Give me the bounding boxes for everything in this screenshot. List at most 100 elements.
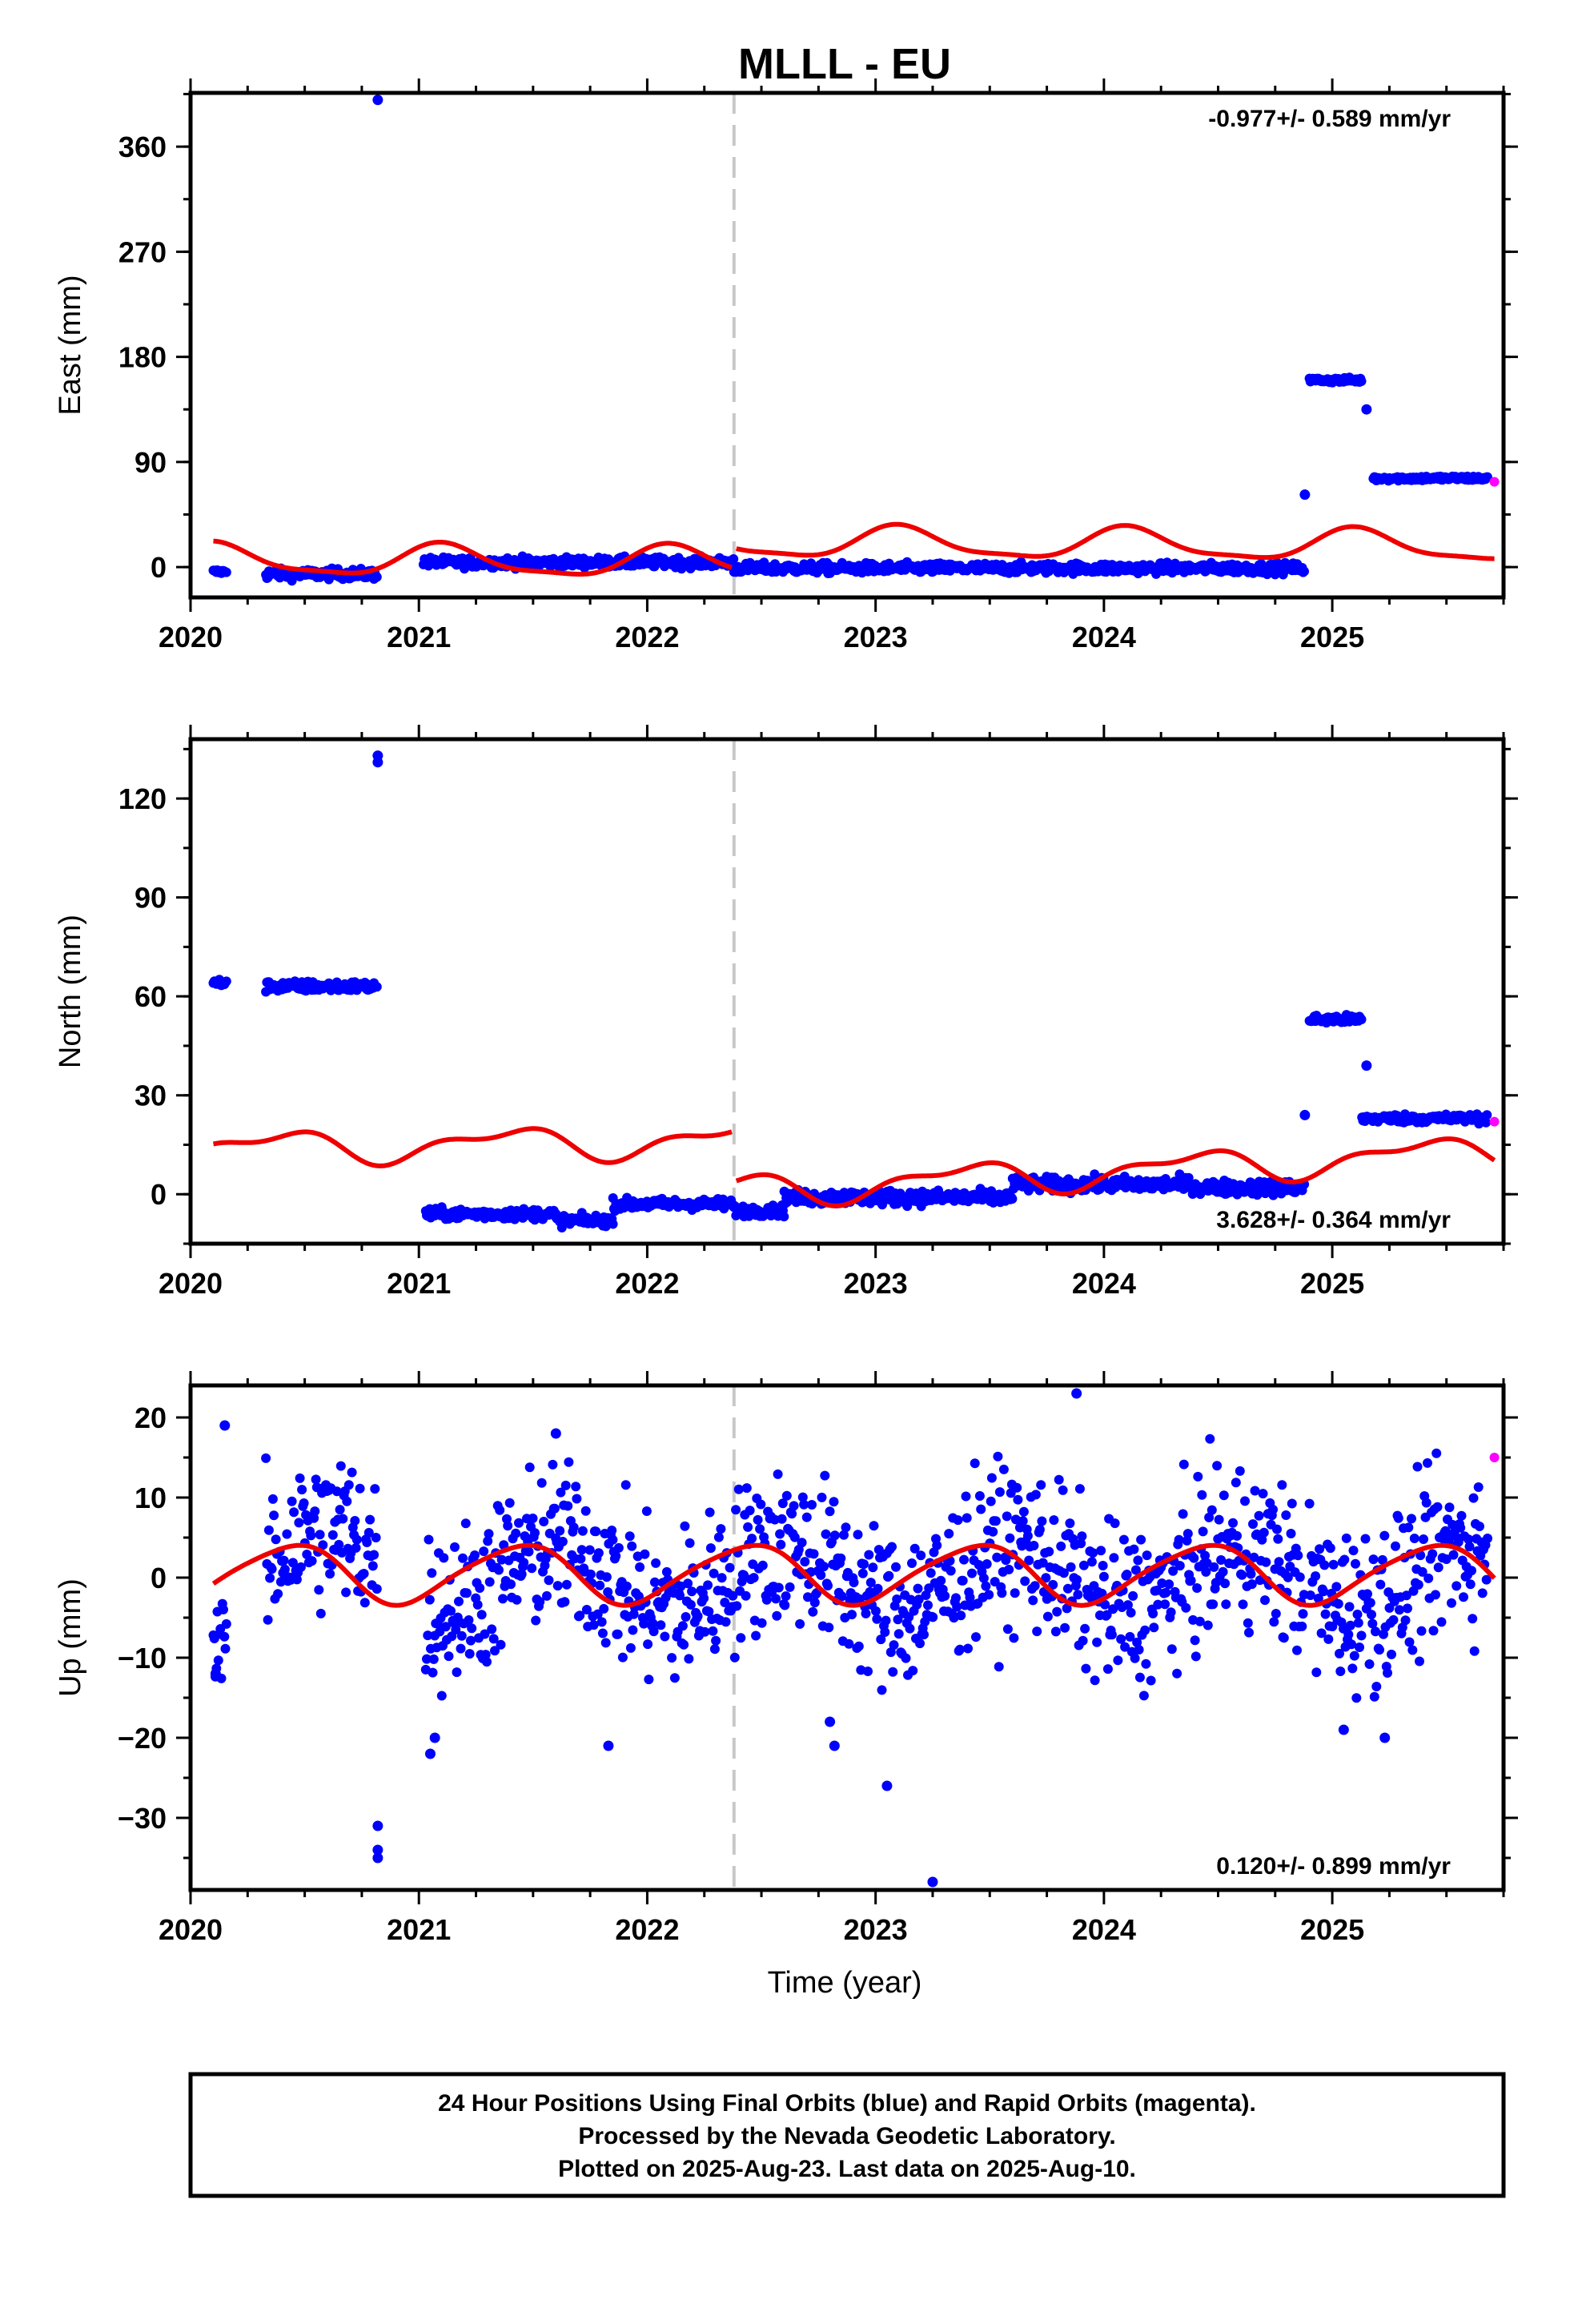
final-point [771, 1594, 781, 1604]
final-point [656, 1620, 666, 1630]
final-point [311, 1474, 321, 1485]
final-point [1126, 1607, 1136, 1618]
final-point [1401, 1590, 1411, 1601]
final-point [1464, 1542, 1475, 1552]
x-tick-label: 2023 [844, 621, 908, 653]
final-point [359, 1569, 369, 1578]
final-point [648, 1626, 659, 1637]
final-point [1080, 1623, 1090, 1634]
final-point [279, 1555, 289, 1566]
final-point [847, 1610, 857, 1620]
final-point [514, 1518, 524, 1528]
final-point [221, 976, 231, 987]
final-outlier-point [429, 1732, 440, 1743]
final-point [841, 1522, 851, 1533]
final-outlier-point [372, 1844, 383, 1856]
final-point [1436, 1617, 1447, 1627]
final-point [732, 1601, 742, 1611]
final-point [480, 1629, 490, 1639]
final-point [967, 1568, 977, 1578]
final-point [1195, 1616, 1205, 1626]
final-point [530, 1528, 540, 1538]
final-point [1345, 1620, 1355, 1630]
final-point [775, 1529, 785, 1539]
final-point [797, 1492, 808, 1502]
final-point [716, 1524, 726, 1534]
final-point [350, 1516, 360, 1526]
final-point [539, 1517, 549, 1526]
final-point [273, 1589, 283, 1599]
y-tick-label: −20 [118, 1722, 167, 1755]
final-point [1473, 1482, 1484, 1492]
final-point [824, 1622, 834, 1633]
final-point [617, 1652, 628, 1663]
final-point [1004, 1564, 1014, 1574]
final-point [1335, 1648, 1344, 1659]
final-point [1164, 1579, 1174, 1590]
final-point [462, 1588, 472, 1598]
final-point [1356, 1015, 1367, 1024]
final-point [1110, 1518, 1120, 1529]
final-point [1347, 1663, 1358, 1674]
final-point [575, 1610, 585, 1621]
final-point [1128, 1590, 1138, 1601]
final-point [733, 1484, 744, 1494]
final-point [524, 1462, 535, 1473]
final-point [816, 1570, 826, 1580]
final-point [1186, 1575, 1196, 1586]
final-point [958, 1575, 968, 1586]
final-point [494, 1565, 504, 1575]
final-point [451, 1625, 461, 1634]
final-point [1371, 1626, 1380, 1637]
final-point [685, 1538, 695, 1548]
final-point [1456, 1522, 1466, 1533]
final-point [772, 1610, 782, 1621]
footer-frame [188, 2072, 1506, 2198]
final-point [829, 1530, 840, 1541]
y-tick-label: 90 [135, 446, 167, 479]
x-tick-label: 2021 [387, 1913, 451, 1946]
final-point [1319, 1560, 1330, 1570]
final-point [1482, 1110, 1492, 1120]
final-point [713, 1532, 724, 1542]
y-tick-label: 10 [135, 1482, 167, 1514]
final-point [916, 1550, 926, 1561]
final-point [1100, 1599, 1110, 1610]
final-point [1007, 1194, 1018, 1204]
final-point [1078, 1635, 1088, 1646]
final-point [263, 1525, 274, 1535]
final-point [1393, 1513, 1403, 1523]
final-point [611, 1551, 621, 1561]
final-point [315, 1530, 325, 1540]
final-point [1060, 1622, 1070, 1633]
final-point [1431, 1590, 1440, 1600]
final-point [863, 1667, 873, 1676]
final-point [1274, 1557, 1284, 1567]
final-point [705, 1543, 716, 1554]
rapid-point [1489, 1116, 1500, 1127]
x-tick-label: 2025 [1300, 621, 1364, 653]
footer-line-2: Processed by the Nevada Geodetic Laborat… [578, 2123, 1115, 2149]
final-point [295, 1473, 305, 1483]
final-point [965, 1592, 975, 1602]
final-point [1174, 1561, 1185, 1571]
y-tick-label: 180 [118, 341, 167, 374]
final-point [1141, 1659, 1151, 1669]
axes-frame [188, 737, 1506, 1246]
final-point [1387, 1649, 1396, 1659]
final-point [1468, 1493, 1479, 1503]
final-point [825, 1506, 835, 1517]
final-point [1417, 1566, 1427, 1577]
east-panel: 2020 2021 2022 2023 2024 2025 0 90 180 270 360 East… [54, 78, 1518, 653]
final-point [343, 1480, 354, 1490]
x-tick-label: 2021 [387, 621, 451, 653]
final-point [318, 1540, 328, 1550]
final-point [506, 1579, 516, 1590]
model-curve [213, 538, 733, 577]
final-point [864, 1550, 874, 1560]
final-point [643, 1639, 653, 1650]
final-point [576, 1554, 586, 1564]
final-point [1431, 1448, 1442, 1458]
x-tick-label: 2024 [1072, 1267, 1136, 1300]
